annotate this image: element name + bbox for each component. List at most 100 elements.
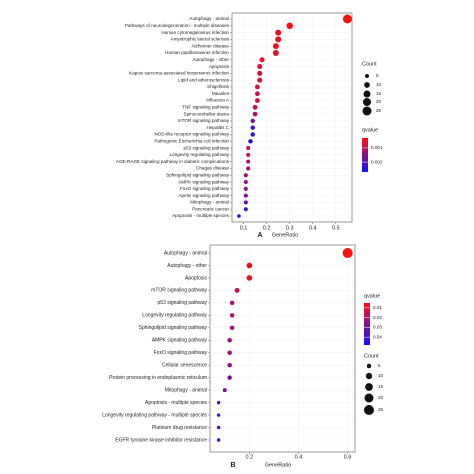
legend-size-dot	[365, 372, 373, 380]
category-label: FoxO signaling pathway	[180, 186, 230, 191]
legend-size-dot	[365, 383, 373, 391]
category-label: Autophagy - animal	[189, 16, 229, 21]
x-tick-label: 0.5	[332, 225, 340, 231]
category-label: Autophagy - animal	[164, 250, 207, 256]
legend-size-label: 5	[376, 73, 379, 78]
legend-title: Count	[362, 61, 377, 67]
dot	[255, 84, 260, 90]
dot	[243, 193, 248, 198]
dot	[243, 180, 248, 185]
dot	[216, 400, 221, 405]
colorbar	[364, 303, 370, 345]
legend-size-label: 5	[378, 363, 381, 368]
legend-title: qvalue	[362, 127, 378, 133]
dot	[229, 300, 235, 306]
category-label: Pathogenic Escherichia coli infection	[154, 138, 229, 143]
legend-size-dot	[366, 363, 372, 369]
category-label: Sphingolipid signaling pathway	[139, 325, 208, 331]
category-label: p53 signaling pathway	[184, 145, 230, 150]
legend-size-dot	[362, 97, 372, 107]
dot	[257, 77, 263, 83]
dot	[246, 146, 251, 151]
dot	[250, 132, 255, 137]
dot	[229, 325, 235, 331]
dot	[252, 111, 258, 117]
category-label: NOD-like receptor signaling pathway	[154, 132, 229, 137]
category-label: Alzheimer disease	[191, 43, 229, 48]
dot	[248, 139, 253, 144]
dot	[246, 159, 251, 164]
x-axis-label: GeneRatio	[272, 232, 298, 238]
dot	[250, 118, 255, 124]
dot	[229, 313, 235, 318]
category-label: Platinum drug resistance	[152, 425, 207, 431]
legend-size-dot	[364, 82, 370, 88]
dot	[257, 64, 263, 70]
dot	[216, 425, 221, 430]
category-label: p53 signaling pathway	[158, 300, 208, 306]
category-label: Apoptosis - multiple species	[172, 213, 230, 218]
plot-panel	[231, 12, 353, 223]
category-label: Autophagy - other	[167, 263, 207, 269]
x-tick-label: 0.4	[309, 225, 317, 231]
dot	[222, 388, 227, 393]
dot	[246, 262, 253, 269]
dot	[246, 152, 251, 157]
legend-size-dot	[364, 73, 370, 79]
category-label: Pathways of neurodegeneration - multiple…	[125, 23, 230, 28]
category-label: Apoptosis - multiple species	[145, 400, 207, 406]
category-label: FoxO signaling pathway	[154, 350, 208, 356]
x-tick-label: 0.2	[245, 454, 253, 460]
x-tick-label: 0.6	[344, 454, 352, 460]
dot	[275, 36, 282, 43]
category-label: Longevity regulating pathway	[142, 313, 207, 319]
category-label: Cellular senescence	[162, 363, 207, 369]
legend-size-label: 25	[378, 407, 384, 412]
dot	[286, 22, 293, 30]
category-label: Sphingolipid signaling pathway	[166, 172, 230, 177]
legend-size-label: 25	[376, 108, 382, 113]
legend-size-dot	[364, 405, 374, 415]
x-tick-label: 0.4	[295, 454, 303, 460]
category-label: EGFR tyrosine kinase inhibitor resistanc…	[115, 437, 207, 443]
category-label: Hepatitis C	[207, 125, 230, 130]
category-label: Measles	[212, 91, 230, 96]
legend-size-label: 20	[376, 99, 382, 104]
colorbar-tick-label: 0.002	[371, 159, 383, 164]
legend-size-label: 15	[376, 91, 382, 96]
dot	[257, 70, 263, 76]
category-label: AGE-RAGE signaling pathway in diabetic c…	[116, 159, 230, 164]
dot	[255, 91, 260, 97]
category-label: Longevity regulating pathway	[169, 152, 229, 157]
category-label: Apoptosis	[209, 64, 230, 69]
dot	[342, 14, 352, 24]
category-label: Human papillomavirus infection	[165, 50, 229, 55]
dot	[216, 413, 221, 417]
x-tick-label: 0.3	[286, 225, 294, 231]
plot-panel	[209, 244, 356, 453]
category-label: Shigellosis	[207, 84, 230, 89]
dot	[227, 338, 232, 343]
dot	[216, 438, 221, 442]
colorbar-tick-label: 0.001	[371, 145, 383, 150]
category-label: Longevity regulating pathway - multiple …	[102, 412, 207, 418]
colorbar-tick-label: 0.03	[373, 325, 382, 330]
category-label: AMPK signaling pathway	[152, 338, 208, 344]
category-label: Human cytomegalovirus infection	[161, 30, 229, 35]
legend-title: qvalue	[364, 293, 380, 299]
category-label: Spinocerebellar ataxia	[184, 111, 230, 116]
category-label: TNF signaling pathway	[182, 105, 229, 110]
category-label: Lipid and atherosclerosis	[178, 77, 230, 82]
x-axis-label: GeneRatio	[265, 462, 291, 468]
category-label: mTOR signaling pathway	[178, 118, 230, 123]
dot	[272, 43, 279, 50]
legend-size-label: 10	[378, 373, 384, 378]
category-label: Mitophagy - animal	[165, 387, 207, 393]
dot	[234, 287, 240, 293]
dot	[227, 375, 232, 380]
dot	[259, 57, 265, 63]
dot	[243, 173, 248, 178]
category-label: Pancreatic cancer	[192, 206, 229, 211]
category-label: mTOR signaling pathway	[151, 288, 207, 294]
dot	[250, 125, 255, 130]
